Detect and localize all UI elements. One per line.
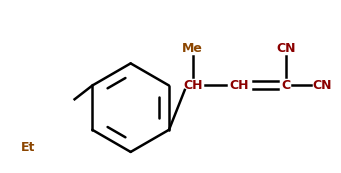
Text: Me: Me <box>182 42 203 55</box>
Text: C: C <box>282 79 291 92</box>
Text: Et: Et <box>20 140 35 153</box>
Text: CH: CH <box>183 79 203 92</box>
Text: CN: CN <box>313 79 332 92</box>
Text: CN: CN <box>276 42 296 55</box>
Text: CH: CH <box>229 79 249 92</box>
